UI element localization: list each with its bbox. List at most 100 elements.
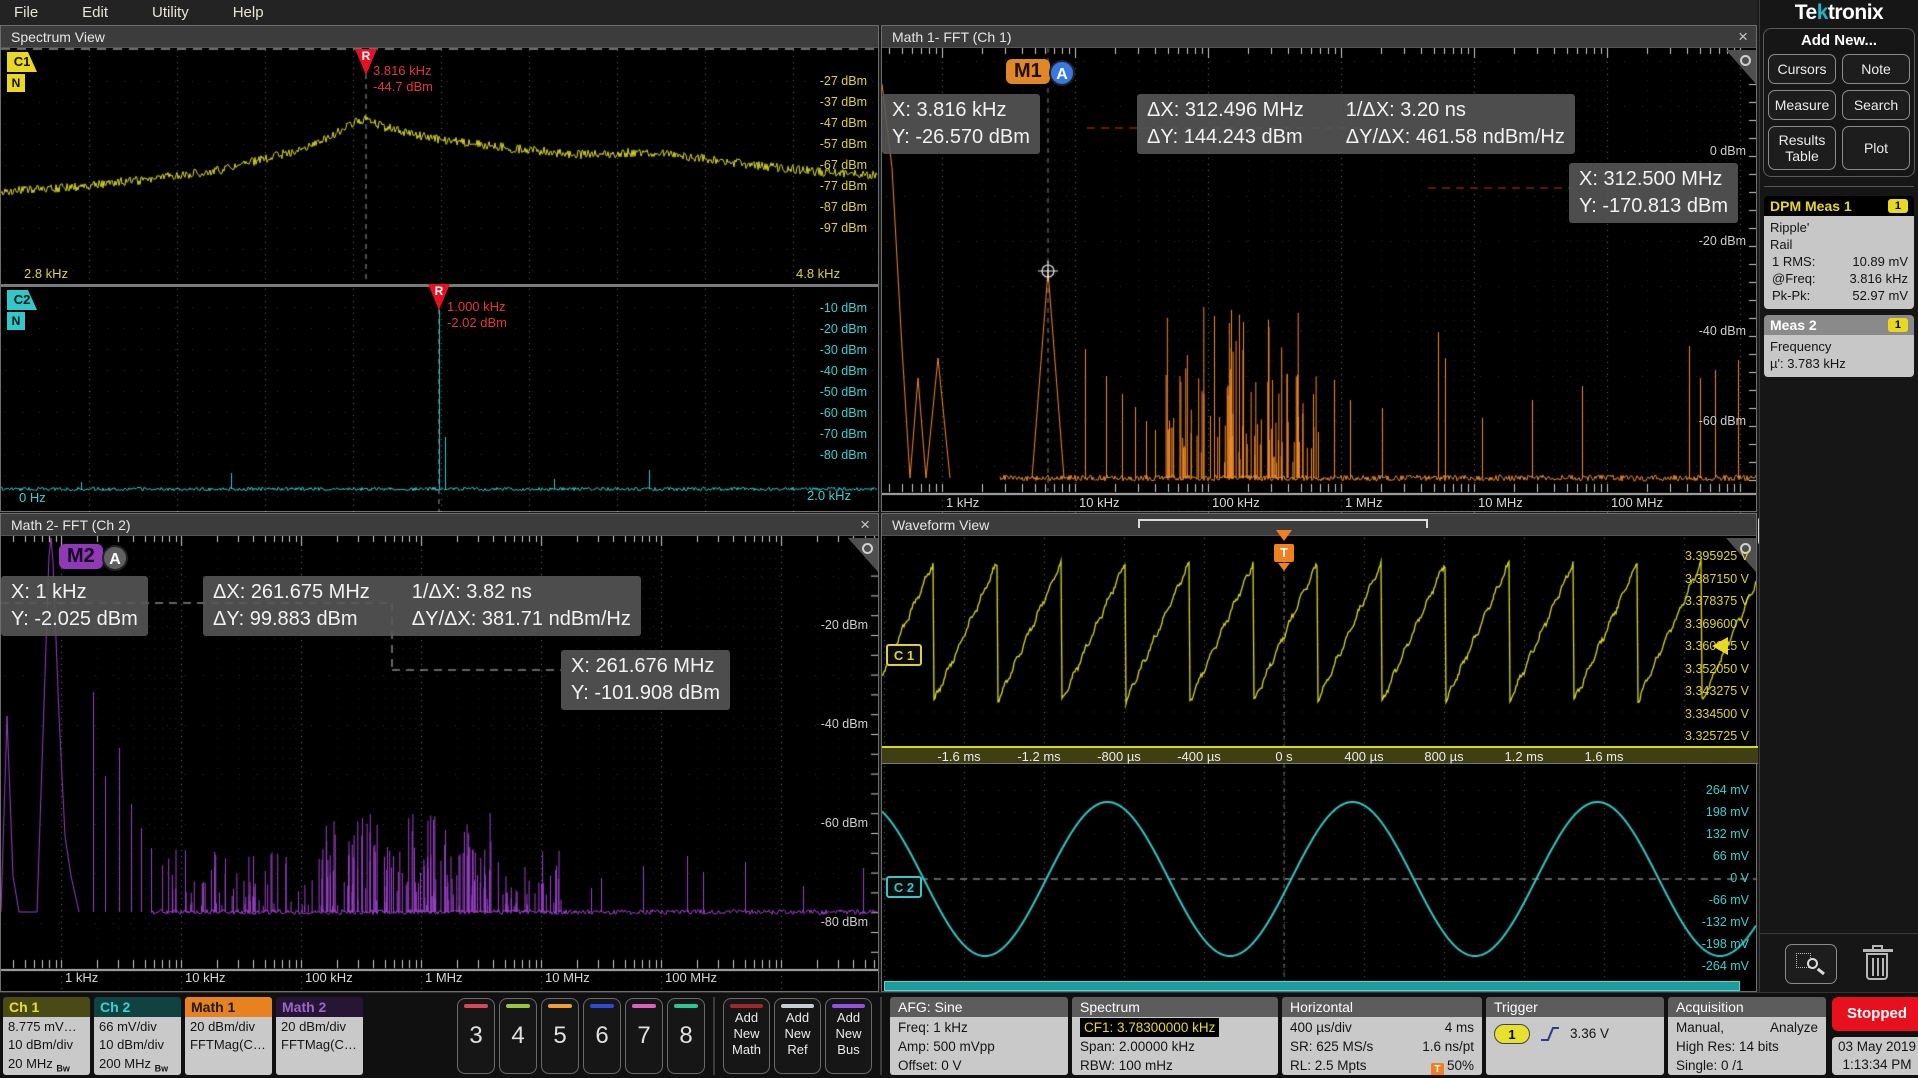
add-new-group: Add New... Cursors Note Measure Search R… [1763, 28, 1915, 177]
spectrum-ch1-plot[interactable] [1, 48, 878, 284]
math2-cursor-readout: X: 1 kHzY: -2.025 dBm [1, 576, 148, 636]
spectrum-ch2-n-badge[interactable]: N [7, 312, 25, 330]
math1-x-axis-labels: 1 kHz10 kHz100 kHz1 MHz10 MHz100 MHz [882, 495, 1756, 511]
measure-button[interactable]: Measure [1768, 90, 1836, 120]
trash-icon[interactable] [1863, 945, 1893, 983]
math1-title[interactable]: Math 1- FFT (Ch 1) [882, 26, 1756, 48]
spectrum-ch1-y-axis-labels: -27 dBm-37 dBm-47 dBm-57 dBm-67 dBm-77 d… [820, 71, 867, 239]
dpm-meas1-title: DPM Meas 1 [1770, 198, 1852, 214]
meas2-title: Meas 2 [1770, 317, 1817, 333]
waveform-ch1-plot[interactable] [882, 536, 1756, 746]
spectrum-time-indicator-bar[interactable] [884, 981, 1740, 991]
trigger-level-value: 3.36 V [1570, 1024, 1609, 1043]
afg-panel[interactable]: AFG: Sine Freq: 1 kHzAmp: 500 mVppOffset… [890, 997, 1068, 1075]
spectrum-ch1-marker-readout: 3.816 kHz-44.7 dBm [373, 63, 433, 95]
math1-a-badge[interactable]: A [1049, 60, 1075, 86]
dpm-meas1-card[interactable]: DPM Meas 11 Ripple' Rail 1 RMS:10.89 mV@… [1764, 196, 1914, 309]
math1-m-badge[interactable]: M1 [1006, 59, 1050, 84]
math2-m-badge[interactable]: M2 [59, 544, 103, 569]
cursors-button[interactable]: Cursors [1768, 54, 1836, 84]
ch1-position-arrow-icon[interactable] [1712, 637, 1728, 655]
spectrum-ch2-plot[interactable] [1, 287, 878, 512]
spectrum-ch2-marker-readout: 1.000 kHz-2.02 dBm [447, 299, 507, 331]
zoom-select-icon[interactable] [1785, 944, 1837, 984]
channel-4-button[interactable]: 4 [499, 998, 537, 1074]
menu-edit[interactable]: Edit [82, 4, 108, 21]
dpm-meas1-source: Rail [1770, 236, 1908, 253]
spectrum-ch2-x-start-label: 0 Hz [19, 490, 46, 505]
math2-x-axis-labels: 1 kHz10 kHz100 kHz1 MHz10 MHz100 MHz [1, 970, 878, 986]
waveform-ch2-badge[interactable]: C 2 [886, 876, 922, 898]
note-button[interactable]: Note [1842, 54, 1910, 84]
trigger-source-badge[interactable]: 1 [1494, 1024, 1530, 1044]
meas2-count-badge: 1 [1888, 318, 1908, 332]
menu-help[interactable]: Help [233, 4, 264, 21]
math2-cursor-b-readout: X: 261.676 MHzY: -101.908 dBm [561, 650, 730, 710]
meas2-type: Frequency [1770, 338, 1908, 355]
dpm-meas1-values: 1 RMS:10.89 mV@Freq:3.816 kHzPk-Pk:52.97… [1770, 253, 1908, 304]
menu-bar: File Edit Utility Help [0, 0, 1757, 25]
divider [713, 997, 715, 1075]
math1-badge[interactable]: Math 1 20 dBm/divFFTMag(C… [185, 997, 272, 1075]
channel-5-button[interactable]: 5 [541, 998, 579, 1074]
sidebar-divider [1764, 186, 1914, 187]
horizontal-panel[interactable]: Horizontal 400 µs/div4 ms SR: 625 MS/s1.… [1282, 997, 1482, 1075]
plot-button[interactable]: Plot [1842, 126, 1910, 170]
divider [880, 997, 882, 1075]
add-new-math-button[interactable]: AddNewMath [723, 998, 770, 1074]
spectrum-ch1-x-end-label: 4.8 kHz [796, 266, 840, 281]
math2-close-icon[interactable]: × [860, 514, 870, 536]
spectrum-ch2-y-axis-labels: -10 dBm-20 dBm-30 dBm-40 dBm-50 dBm-60 d… [820, 298, 867, 466]
ch1-badge[interactable]: Ch 1 8.775 mV…10 dBm/div20 MHz Bw [3, 997, 90, 1075]
time-axis-strip[interactable]: -1.6 ms-1.2 ms-800 µs-400 µs0 s400 µs800… [882, 746, 1758, 764]
bandwidth-indicator: Bw [56, 1063, 70, 1073]
spectrum-settings-panel[interactable]: Spectrum CF1: 3.78300000 kHzSpan: 2.0000… [1072, 997, 1278, 1075]
center-frequency-value: CF1: 3.78300000 kHz [1080, 1018, 1219, 1037]
menu-utility[interactable]: Utility [152, 4, 189, 21]
math2-y-axis-labels: -20 dBm-40 dBm-60 dBm-80 dBm [821, 617, 868, 930]
trigger-panel[interactable]: Trigger 1 3.36 V [1486, 997, 1664, 1075]
math2-delta-readout: ΔX: 261.675 MHz1/ΔX: 3.82 ns ΔY: 99.883 … [203, 576, 641, 636]
add-new-title: Add New... [1768, 32, 1910, 49]
waveform-ch1-badge[interactable]: C 1 [886, 644, 922, 666]
channel-6-button[interactable]: 6 [583, 998, 621, 1074]
rising-edge-icon [1539, 1025, 1561, 1043]
math1-fft-panel: Math 1- FFT (Ch 1) × M1 A X: 3.816 kHzY:… [881, 25, 1757, 512]
dpm-meas1-type: Ripple' [1770, 219, 1908, 236]
spectrum-ch1-x-start-label: 2.8 kHz [24, 266, 68, 281]
results-table-button[interactable]: Results Table [1768, 126, 1836, 170]
meas2-value: µ': 3.783 kHz [1770, 355, 1908, 372]
math1-delta-readout: ΔX: 312.496 MHz1/ΔX: 3.20 ns ΔY: 144.243… [1137, 94, 1575, 154]
waveform-ch2-plot[interactable] [882, 764, 1756, 981]
add-new-bus-button[interactable]: AddNewBus [825, 998, 872, 1074]
math1-close-icon[interactable]: × [1738, 26, 1748, 48]
math2-badge[interactable]: Math 2 20 dBm/divFFTMag(C… [276, 997, 363, 1075]
tektronix-logo: Tektronix [1760, 0, 1918, 26]
settings-bar: Ch 1 8.775 mV…10 dBm/div20 MHz Bw Ch 2 6… [0, 992, 1918, 1078]
search-button[interactable]: Search [1842, 90, 1910, 120]
channel-8-button[interactable]: 8 [667, 998, 705, 1074]
acquisition-panel[interactable]: Acquisition Manual,Analyze High Res: 14 … [1668, 997, 1826, 1075]
meas2-card[interactable]: Meas 2 1 Frequency µ': 3.783 kHz [1764, 315, 1914, 377]
spectrum-view-panel: Spectrum View C1 N R 3.816 kHz-44.7 dBm … [0, 25, 879, 512]
spectrum-ch1-n-badge[interactable]: N [7, 74, 25, 92]
channel-3-button[interactable]: 3 [457, 998, 495, 1074]
math2-a-badge[interactable]: A [102, 545, 128, 571]
menu-file[interactable]: File [14, 4, 38, 21]
add-new-ref-button[interactable]: AddNewRef [774, 998, 821, 1074]
date-time-display: 03 May 20191:13:34 PM [1832, 1037, 1918, 1075]
ch2-badge[interactable]: Ch 2 66 mV/div10 dBm/div200 MHz Bw [94, 997, 181, 1075]
spectrum-view-title[interactable]: Spectrum View [1, 26, 878, 48]
trigger-position-arrow-icon[interactable] [1276, 530, 1292, 541]
channel-7-button[interactable]: 7 [625, 998, 663, 1074]
trigger-flag-tail-icon [1278, 563, 1290, 571]
bandwidth-indicator: Bw [155, 1063, 169, 1073]
waveform-ch2-y-labels: 264 mV198 mV132 mV66 mV0 V-66 mV-132 mV-… [1702, 779, 1749, 977]
sidebar: Tektronix Add New... Cursors Note Measur… [1759, 0, 1918, 992]
oscilloscope-app: File Edit Utility Help Spectrum View C1 … [0, 0, 1918, 1078]
acquisition-window-bracket[interactable] [1138, 519, 1428, 528]
math2-title[interactable]: Math 2- FFT (Ch 2) [1, 514, 878, 536]
trigger-position-flag[interactable]: T [1274, 544, 1294, 562]
run-stop-status-button[interactable]: Stopped [1832, 997, 1918, 1031]
math1-y-axis-labels: 0 dBm-20 dBm-40 dBm-60 dBm [1699, 143, 1746, 429]
